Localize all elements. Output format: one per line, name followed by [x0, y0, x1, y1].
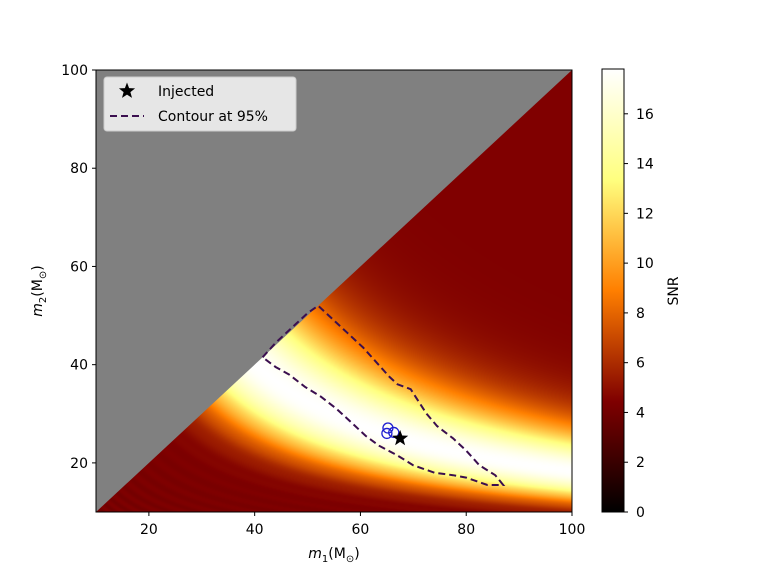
plot-frame: [95, 69, 573, 513]
legend-label-contour: Contour at 95%: [158, 109, 268, 125]
y-axis: 20 40 60 80 100: [61, 63, 96, 472]
colorbar: 0 2 4 6 8 10 12 14 16 SNR: [601, 68, 682, 521]
colorbar-gradient: [601, 68, 625, 513]
recovered-points: [381, 422, 400, 440]
x-axis: 20 40 60 80 100: [140, 512, 585, 538]
colorbar-tick-label: 8: [636, 306, 645, 322]
legend-box: [103, 76, 297, 132]
x-tick-label: 20: [140, 522, 158, 538]
legend-label-injected: Injected: [158, 84, 214, 100]
masked-region: [96, 70, 572, 512]
colorbar-tick-label: 10: [636, 256, 654, 272]
x-tick-label: 100: [559, 522, 586, 538]
colorbar-ticks: 0 2 4 6 8 10 12 14 16: [624, 107, 654, 521]
x-tick-label: 40: [246, 522, 264, 538]
colorbar-tick-label: 0: [636, 505, 645, 521]
colorbar-tick-label: 14: [636, 157, 654, 173]
x-tick-label: 80: [457, 522, 475, 538]
legend-injected-star-icon: [118, 82, 136, 98]
recovered-point: [381, 427, 393, 440]
legend: Injected Contour at 95%: [103, 76, 297, 132]
y-tick-label: 100: [61, 63, 88, 79]
colorbar-tick-label: 12: [636, 206, 654, 222]
recovered-point: [388, 426, 400, 439]
y-tick-label: 20: [70, 456, 88, 472]
y-axis-label: m2(M⊙): [30, 265, 49, 316]
colorbar-tick-label: 2: [636, 455, 645, 471]
colorbar-label: SNR: [666, 276, 682, 305]
x-tick-label: 60: [352, 522, 370, 538]
y-tick-label: 40: [70, 358, 88, 374]
y-tick-label: 80: [70, 161, 88, 177]
injected-marker: [392, 429, 409, 446]
colorbar-tick-label: 16: [636, 107, 654, 123]
x-axis-label: m1(M⊙): [308, 546, 359, 565]
colorbar-tick-label: 6: [636, 356, 645, 372]
y-tick-label: 60: [70, 259, 88, 275]
colorbar-tick-label: 4: [636, 405, 645, 421]
heatmap: [96, 70, 572, 512]
